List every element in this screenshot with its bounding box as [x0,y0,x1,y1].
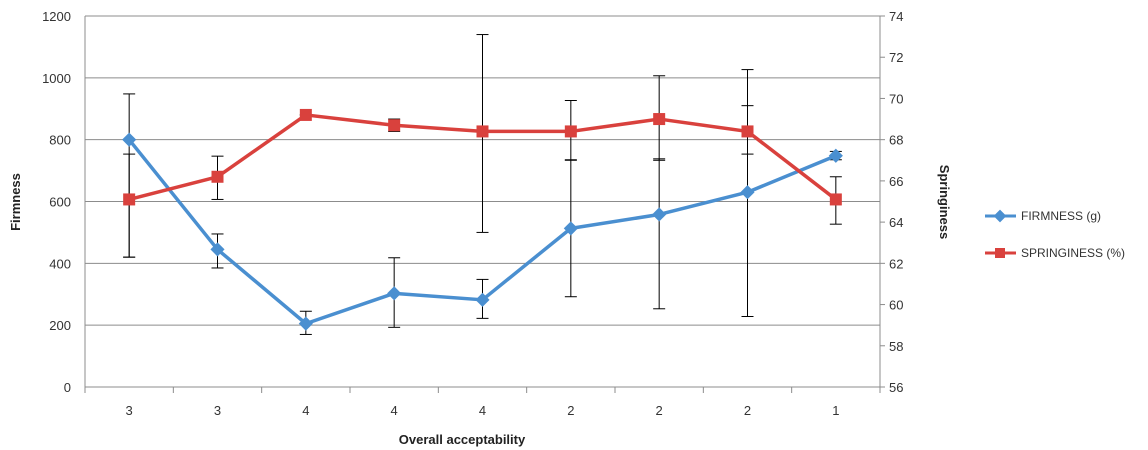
firmness-point [122,132,137,147]
left-y-tick-label: 0 [64,380,71,395]
right-y-tick-label: 72 [889,50,903,65]
right-y-tick-label: 64 [889,215,903,230]
right-y-tick-label: 58 [889,339,903,354]
x-tick-label: 2 [567,403,574,418]
legend-item-firmness: FIRMNESS (g) [985,209,1101,223]
firmness-point [563,221,578,236]
x-tick-label: 2 [656,403,663,418]
left-y-axis-title: Firmness [8,173,23,231]
firmness-point [210,242,225,257]
x-tick-label: 3 [214,403,221,418]
legend-springiness-label: SPRINGINESS (%) [1021,246,1125,260]
right-y-axis-title: Springiness [937,165,952,239]
springiness-point [476,125,489,138]
x-tick-label: 2 [744,403,751,418]
legend-item-springiness: SPRINGINESS (%) [985,246,1125,260]
firmness-point [298,316,313,331]
right-y-tick-label: 62 [889,256,903,271]
error-bars [123,34,842,335]
axis-labels: Overall acceptability Firmness Springine… [8,165,952,447]
legend: FIRMNESS (g) SPRINGINESS (%) [985,209,1125,260]
springiness-point [829,193,842,206]
left-y-tick-label: 1200 [42,9,71,24]
firmness-point [387,286,402,301]
springiness-point [564,125,577,138]
right-y-tick-label: 68 [889,133,903,148]
right-y-tick-label: 60 [889,298,903,313]
springiness-point [388,119,401,132]
x-tick-label: 3 [126,403,133,418]
legend-springiness-marker [995,248,1005,258]
firmness-point [475,292,490,307]
left-y-tick-label: 600 [49,195,71,210]
legend-firmness-marker [993,209,1007,223]
x-tick-label: 4 [391,403,398,418]
firmness-point [652,207,667,222]
right-y-tick-label: 74 [889,9,903,24]
springiness-point [123,193,136,206]
x-axis-title: Overall acceptability [399,432,526,447]
left-y-tick-label: 400 [49,256,71,271]
firmness-point [740,185,755,200]
right-y-tick-label: 66 [889,174,903,189]
left-y-tick-label: 200 [49,318,71,333]
axes: 0 200 400 600 800 1000 1200 56 58 60 62 64 66 68 70 72 7… [42,9,903,418]
legend-firmness-label: FIRMNESS (g) [1021,209,1101,223]
left-y-tick-label: 1000 [42,71,71,86]
springiness-point [653,113,666,126]
x-tick-label: 4 [302,403,309,418]
firmness-point [828,148,843,163]
right-y-tick-label: 70 [889,91,903,106]
springiness-point [211,170,224,183]
x-tick-label: 1 [832,403,839,418]
right-y-tick-label: 56 [889,380,903,395]
springiness-point [299,108,312,121]
x-tick-label: 4 [479,403,486,418]
springiness-point [741,125,754,138]
left-y-tick-label: 800 [49,133,71,148]
series-lines [122,108,843,331]
